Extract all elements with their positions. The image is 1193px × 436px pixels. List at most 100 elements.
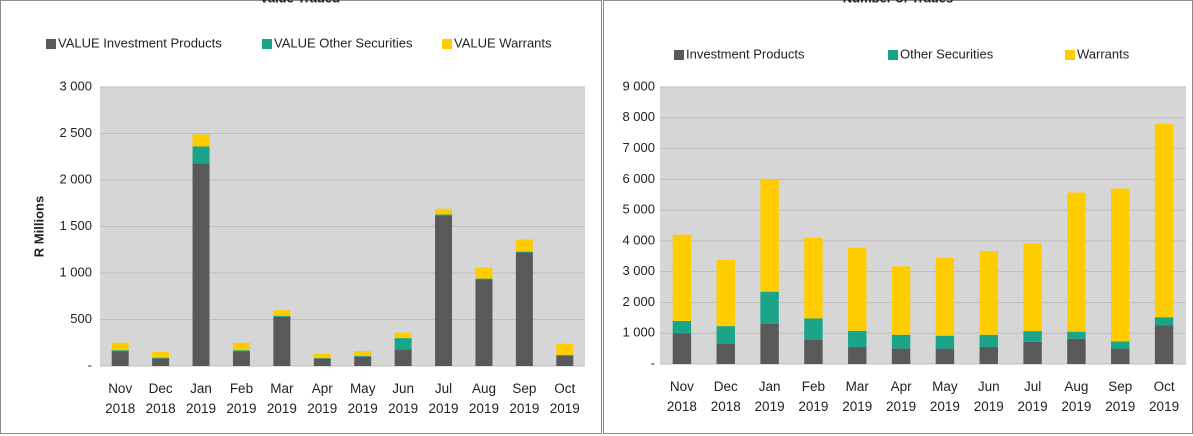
bar-segment (152, 352, 170, 358)
x-tick-label: Oct 2019 (1149, 379, 1180, 414)
x-tick-label: Aug 2019 (1061, 379, 1092, 414)
bar-segment (672, 234, 692, 321)
y-tick-label: 1 500 (59, 218, 92, 233)
bar-segment (1154, 317, 1174, 326)
bar-segment (804, 318, 823, 340)
bar-segment (716, 326, 735, 344)
bar-segment (891, 348, 911, 364)
bar-segment (475, 278, 493, 280)
legend-label: Investment Products (686, 46, 805, 61)
bar-segment (354, 351, 372, 356)
bar-segment (435, 208, 453, 215)
y-tick-label: 1 000 (59, 264, 92, 279)
bar-segment (232, 351, 250, 366)
bar-segment (1067, 331, 1086, 339)
bar-segment (354, 356, 372, 366)
y-tick-label: 9 000 (622, 78, 655, 93)
bar-segment (313, 358, 331, 366)
x-tick-label: Oct 2019 (549, 381, 580, 416)
bar-segment (716, 343, 735, 364)
bar-segment (804, 339, 823, 364)
bar-segment (152, 357, 170, 359)
x-tick-label: Mar 2019 (842, 379, 873, 414)
x-tick-label: Jul 2019 (1017, 379, 1048, 414)
x-tick-label: Dec 2018 (710, 379, 741, 414)
bar-segment (1111, 348, 1130, 364)
bar-segment (515, 239, 533, 252)
bar-segment (394, 332, 412, 339)
bar-segment (435, 215, 453, 366)
bar-segment (1111, 188, 1130, 342)
x-tick-label: Jun 2019 (388, 381, 419, 416)
bar-segment (848, 347, 867, 364)
bar-segment (556, 354, 574, 356)
chart-title: Number of Trades (843, 0, 954, 5)
plot-area (660, 87, 1186, 364)
x-tick-label: Nov 2018 (105, 381, 136, 416)
x-tick-label: Aug 2019 (468, 381, 499, 416)
legend-swatch (46, 39, 56, 49)
bar-segment (804, 237, 823, 319)
bar-segment (979, 334, 998, 348)
legend-swatch (262, 39, 272, 49)
bar-segment (152, 358, 170, 366)
x-tick-label: Jul 2019 (428, 381, 459, 416)
bar-segment (475, 279, 493, 366)
y-tick-label: 1 000 (622, 325, 655, 340)
legend-swatch (674, 50, 684, 60)
y-tick-label: 2 000 (59, 171, 92, 186)
legend-label: VALUE Investment Products (58, 35, 222, 50)
y-tick-label: - (651, 355, 655, 370)
x-tick-label: Apr 2019 (886, 379, 917, 414)
chart-title: Value Traded (260, 0, 340, 5)
bar-segment (313, 353, 331, 359)
bar-segment (891, 334, 911, 349)
bar-segment (935, 348, 955, 364)
legend-swatch (1065, 50, 1075, 60)
x-tick-label: Dec 2018 (145, 381, 176, 416)
x-tick-label: Jan 2019 (186, 381, 217, 416)
y-tick-label: 500 (70, 311, 92, 326)
x-tick-label: Sep 2019 (509, 381, 540, 416)
bar-segment (273, 316, 291, 366)
bar-segment (979, 251, 998, 335)
x-tick-label: Apr 2019 (307, 381, 338, 416)
y-tick-label: 2 500 (59, 125, 92, 140)
bar-segment (1023, 341, 1042, 364)
x-tick-label: Jan 2019 (754, 379, 785, 414)
bar-segment (556, 355, 574, 366)
bar-segment (1067, 338, 1086, 364)
x-tick-label: Jun 2019 (973, 379, 1004, 414)
bar-segment (935, 335, 955, 349)
bar-segment (760, 291, 779, 324)
y-tick-label: 6 000 (622, 171, 655, 186)
bar-segment (1154, 325, 1174, 364)
bar-segment (760, 179, 779, 292)
bar-segment (273, 315, 291, 317)
bar-segment (935, 257, 955, 336)
y-tick-label: 3 000 (622, 263, 655, 278)
legend-label: VALUE Other Securities (274, 35, 413, 50)
bar-segment (672, 320, 692, 334)
y-tick-label: 7 000 (622, 140, 655, 155)
bar-segment (394, 338, 412, 350)
bar-segment (192, 134, 210, 147)
panel (0, 0, 602, 434)
y-tick-label: - (88, 357, 92, 372)
bar-segment (515, 252, 533, 366)
bar-segment (354, 355, 372, 357)
legend-label: Warrants (1077, 46, 1130, 61)
y-tick-label: 5 000 (622, 202, 655, 217)
x-tick-label: Sep 2019 (1105, 379, 1136, 414)
bar-segment (672, 333, 692, 364)
x-tick-label: Feb 2019 (226, 381, 257, 416)
legend-swatch (442, 39, 452, 49)
bar-segment (232, 350, 250, 352)
bar-segment (273, 310, 291, 316)
legend-swatch (888, 50, 898, 60)
bar-segment (192, 146, 210, 164)
legend-label: VALUE Warrants (454, 35, 552, 50)
bar-segment (1023, 243, 1042, 332)
